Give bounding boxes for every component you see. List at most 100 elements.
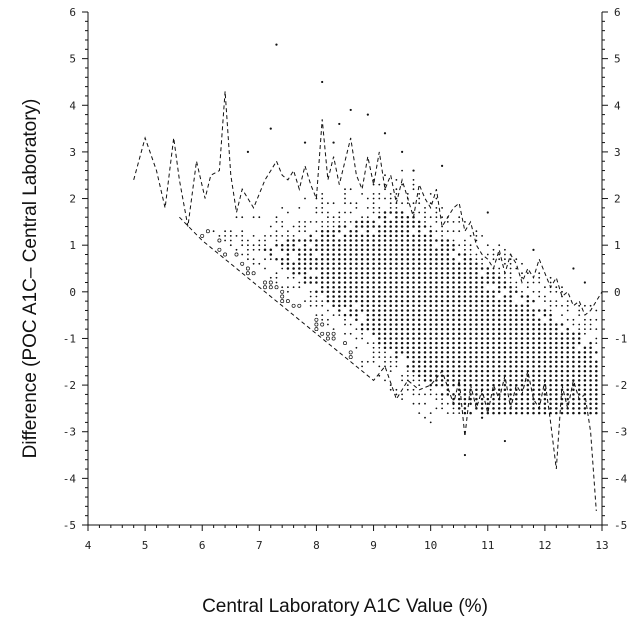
- data-point: [366, 257, 370, 261]
- data-point: [264, 267, 266, 270]
- data-point: [429, 412, 432, 414]
- data-point: [560, 337, 564, 340]
- data-point: [549, 407, 552, 410]
- data-point: [292, 235, 295, 237]
- data-point: [366, 248, 370, 252]
- data-point: [452, 299, 455, 303]
- data-point: [366, 327, 370, 331]
- data-point: [429, 365, 432, 368]
- data-point: [463, 295, 467, 298]
- data-point: [572, 365, 575, 368]
- data-point: [440, 313, 444, 317]
- data-point: [412, 188, 415, 191]
- data-point: [543, 309, 547, 312]
- data-point: [435, 221, 438, 223]
- outlier-point: [463, 453, 467, 457]
- data-point: [463, 271, 467, 275]
- data-point: [435, 332, 438, 336]
- data-point: [498, 272, 501, 275]
- data-point: [583, 360, 587, 364]
- data-point: [292, 267, 295, 270]
- data-point: [555, 327, 558, 331]
- data-point: [309, 281, 312, 284]
- data-point: [469, 285, 472, 289]
- data-point: [469, 379, 472, 382]
- data-point: [446, 285, 450, 289]
- data-point: [321, 314, 324, 316]
- data-point: [366, 239, 370, 242]
- data-point: [412, 379, 415, 382]
- data-point: [595, 328, 598, 330]
- data-point: [452, 374, 455, 378]
- data-point: [549, 411, 552, 415]
- data-point: [532, 351, 535, 354]
- data-point: [538, 281, 541, 284]
- data-point: [268, 285, 273, 290]
- data-point: [452, 412, 455, 414]
- data-point: [532, 383, 535, 387]
- data-point: [384, 356, 386, 358]
- data-point: [309, 257, 312, 261]
- data-point: [435, 351, 438, 354]
- data-point: [572, 318, 575, 321]
- data-point: [286, 253, 290, 256]
- data-point: [378, 276, 381, 280]
- data-point: [515, 309, 518, 312]
- data-point: [509, 281, 512, 284]
- data-point: [349, 234, 352, 238]
- data-point: [372, 220, 375, 224]
- data-point: [475, 374, 478, 378]
- data-point: [457, 393, 461, 396]
- data-point: [395, 323, 398, 326]
- data-point: [583, 351, 587, 354]
- data-point: [366, 243, 370, 247]
- data-point: [486, 276, 490, 280]
- data-point: [417, 229, 421, 233]
- data-point: [435, 207, 438, 209]
- data-point: [320, 271, 324, 275]
- data-point: [457, 323, 461, 326]
- data-point: [492, 327, 495, 331]
- data-point: [286, 248, 290, 252]
- data-point: [492, 393, 495, 396]
- data-point: [435, 374, 438, 378]
- data-point: [509, 369, 512, 373]
- data-point: [549, 323, 552, 326]
- data-point: [332, 257, 335, 261]
- data-point: [366, 342, 369, 344]
- y-tick-label-left: -2: [63, 379, 76, 392]
- data-point: [475, 309, 478, 312]
- data-point: [395, 281, 398, 284]
- data-point: [383, 271, 387, 275]
- data-point: [463, 388, 467, 392]
- data-point: [366, 271, 370, 275]
- data-point: [463, 290, 467, 294]
- x-axis-title: Central Laboratory A1C Value (%): [202, 596, 488, 617]
- data-point: [503, 327, 507, 331]
- data-point: [389, 248, 392, 252]
- data-point: [412, 243, 415, 247]
- data-point: [486, 332, 490, 336]
- data-point: [526, 286, 529, 289]
- data-point: [338, 267, 341, 270]
- data-point: [452, 276, 455, 280]
- data-point: [338, 314, 341, 316]
- data-point: [486, 281, 490, 284]
- data-point: [469, 248, 472, 251]
- data-point: [355, 225, 358, 228]
- outlier-point: [332, 141, 335, 144]
- data-point: [469, 295, 472, 298]
- data-point: [383, 239, 387, 242]
- data-point: [509, 337, 512, 340]
- data-point: [344, 188, 346, 191]
- data-point: [441, 407, 443, 410]
- data-point: [372, 239, 375, 242]
- data-point: [440, 271, 444, 275]
- data-point: [327, 211, 329, 214]
- data-point: [452, 285, 455, 289]
- data-point: [549, 393, 552, 396]
- data-point: [486, 309, 490, 312]
- data-point: [343, 285, 347, 289]
- data-point: [366, 295, 370, 298]
- data-point: [412, 202, 415, 205]
